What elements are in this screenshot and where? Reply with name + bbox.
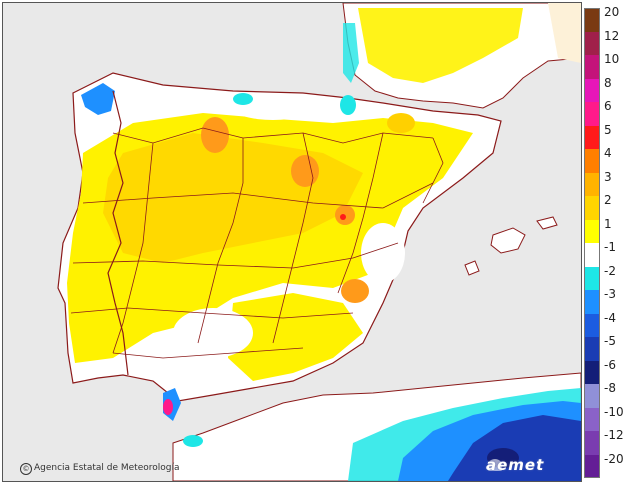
legend-label: 4 xyxy=(604,146,612,160)
ibiza xyxy=(464,260,480,276)
aemet-logo-icon xyxy=(488,459,502,471)
hot-cadiz xyxy=(163,399,173,415)
cold-pyrenees xyxy=(340,95,356,115)
credit-text: Agencia Estatal de Meteorología xyxy=(34,463,180,473)
neutral-galicia-coast xyxy=(85,113,121,133)
legend-label: 2 xyxy=(604,193,612,207)
legend-swatch xyxy=(584,454,600,478)
hotspot-ebro xyxy=(387,113,415,133)
legend-label: -6 xyxy=(604,357,616,372)
legend-label: -12 xyxy=(604,428,624,442)
copyright-icon: © xyxy=(20,463,32,475)
legend-label: -20 xyxy=(604,451,624,466)
map-svg xyxy=(3,3,581,481)
legend-label: 10 xyxy=(604,52,620,66)
legend-label: 3 xyxy=(604,169,612,184)
france-anomaly xyxy=(358,8,523,83)
temperature-anomaly-map xyxy=(2,2,582,482)
neutral-north xyxy=(233,96,313,120)
hotspot-teruel-core xyxy=(340,214,346,220)
legend-swatch xyxy=(584,172,600,196)
france-cyan xyxy=(343,23,359,83)
cold-asturias xyxy=(233,93,253,105)
legend-label: -10 xyxy=(604,404,624,419)
ceuta-cold xyxy=(183,435,203,447)
legend-swatch xyxy=(584,31,600,55)
portugal-border xyxy=(107,90,129,376)
legend-swatch xyxy=(584,55,600,79)
legend-swatch xyxy=(584,149,600,173)
legend-swatch xyxy=(584,431,600,455)
legend-swatch xyxy=(584,8,600,32)
legend-swatch xyxy=(584,337,600,361)
france-east-shade xyxy=(548,3,581,63)
legend-label: -4 xyxy=(604,310,616,325)
legend-label: 20 xyxy=(604,5,620,19)
legend-swatch xyxy=(584,219,600,243)
legend-swatch xyxy=(584,102,600,126)
legend-label: -1 xyxy=(604,240,616,254)
menorca xyxy=(536,216,558,230)
legend-label: 6 xyxy=(604,99,612,113)
legend-swatch xyxy=(584,78,600,102)
legend-swatch xyxy=(584,125,600,149)
legend-swatch xyxy=(584,407,600,431)
neutral-valencia xyxy=(361,223,405,283)
legend-label: -3 xyxy=(604,287,616,301)
cold-galicia xyxy=(81,83,115,115)
legend-swatch xyxy=(584,313,600,337)
legend-label: -2 xyxy=(604,263,616,278)
legend-label: 8 xyxy=(604,75,612,90)
legend-swatch xyxy=(584,360,600,384)
legend-label: 5 xyxy=(604,122,612,137)
legend-label: -8 xyxy=(604,381,616,395)
legend-label: -5 xyxy=(604,334,616,348)
mallorca xyxy=(490,227,526,254)
north-africa-cold-deep xyxy=(448,415,581,481)
legend-swatch xyxy=(584,243,600,267)
legend-label: 12 xyxy=(604,28,620,43)
legend-label: 1 xyxy=(604,216,612,231)
legend-swatch xyxy=(584,290,600,314)
hotspot-murcia xyxy=(341,279,369,303)
legend-swatch xyxy=(584,266,600,290)
hotspot-soria xyxy=(291,155,319,187)
aemet-logo-text: aemet xyxy=(486,456,545,474)
neutral-andalucia xyxy=(173,308,253,358)
hotspot-burgos xyxy=(201,117,229,153)
legend-swatch xyxy=(584,384,600,408)
legend-swatch xyxy=(584,196,600,220)
color-legend: 20 12 10 8 6 5 4 3 2 1 -1 -2 -3 -4 -5 -6 -8 -10 -12 -20 xyxy=(582,5,630,478)
